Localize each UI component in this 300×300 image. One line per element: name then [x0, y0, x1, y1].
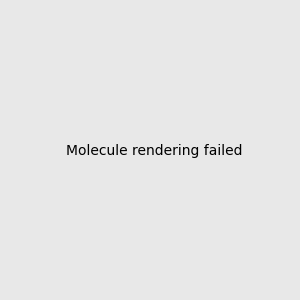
Text: Molecule rendering failed: Molecule rendering failed	[65, 145, 242, 158]
